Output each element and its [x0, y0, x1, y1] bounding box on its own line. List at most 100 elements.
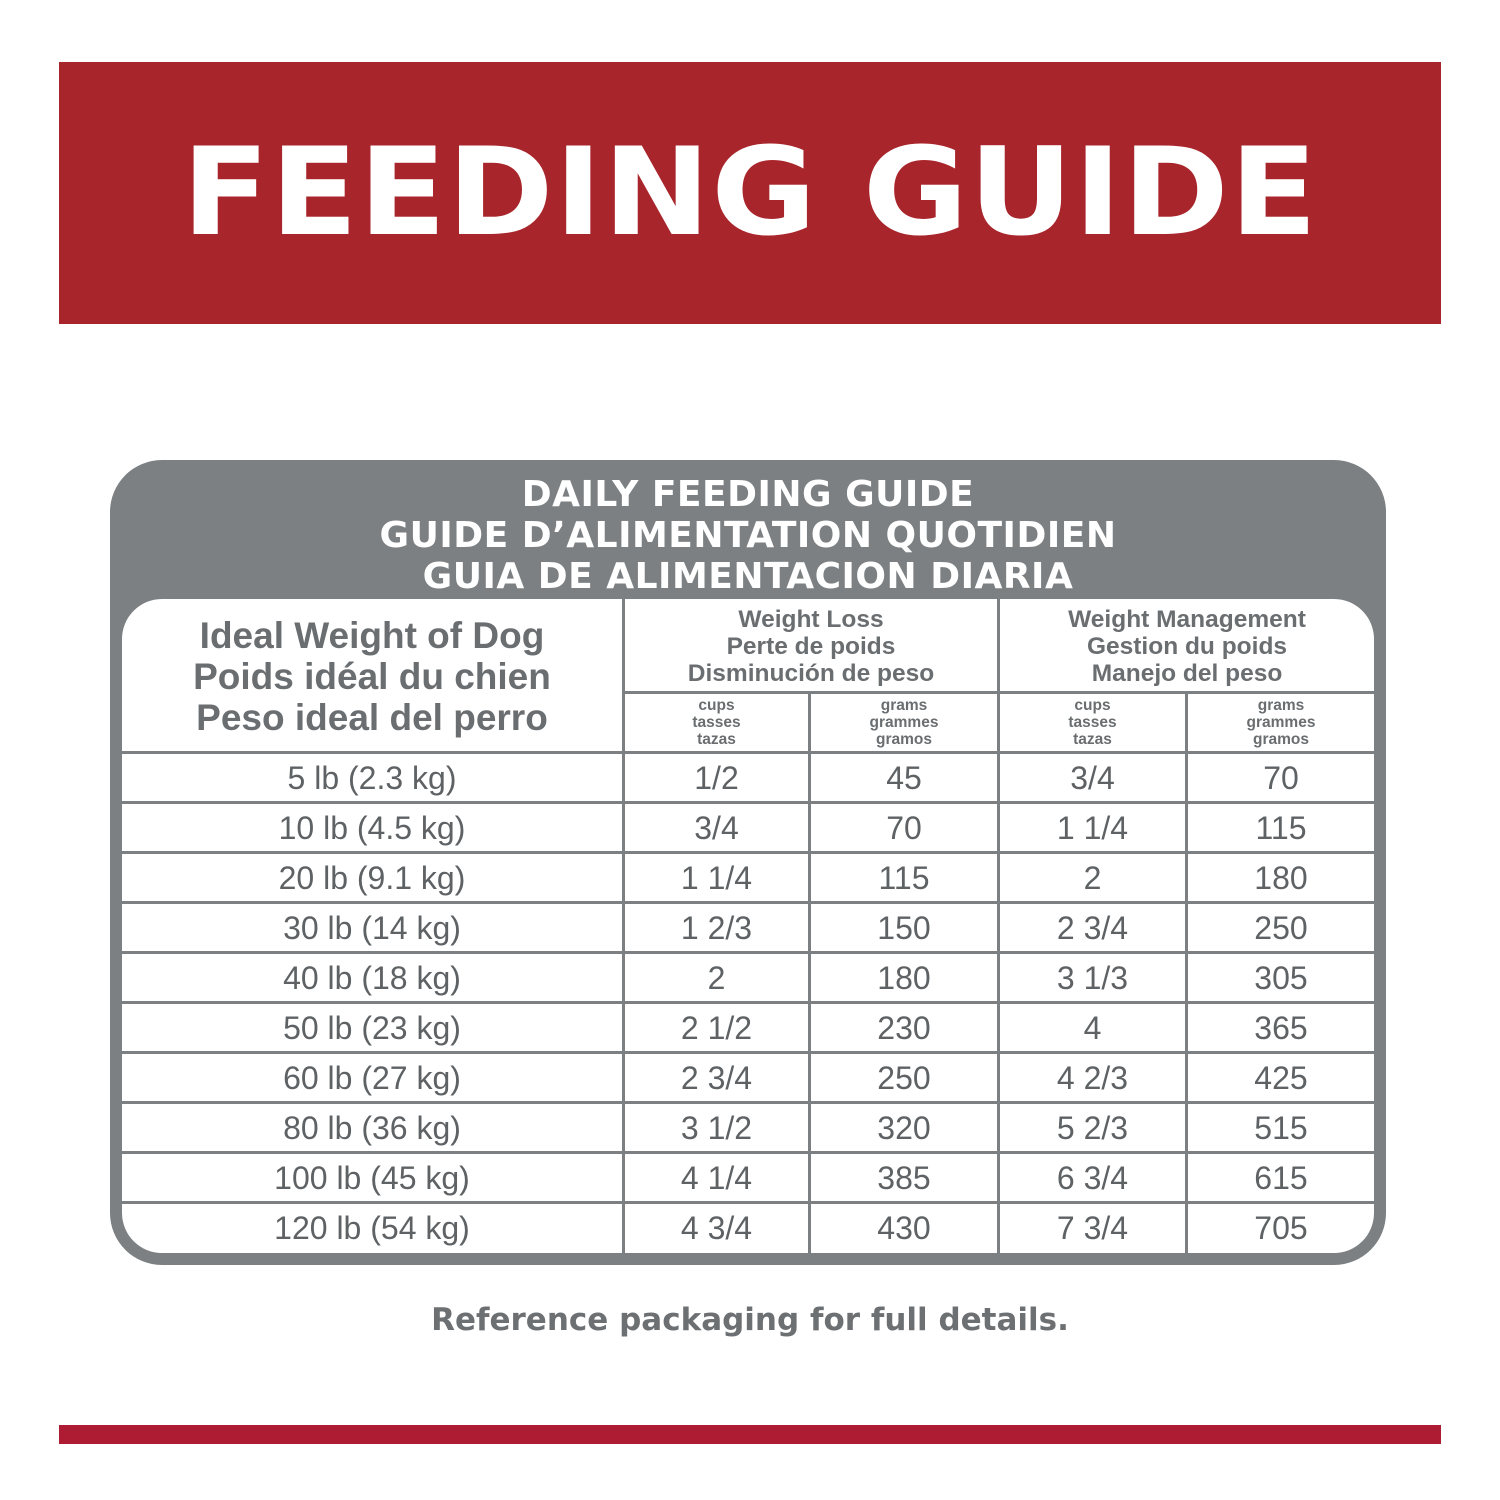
ideal-weight-cell: 50 lb (23 kg) — [283, 1009, 461, 1046]
ideal-weight-cell: 5 lb (2.3 kg) — [287, 759, 457, 796]
weight-loss-cups-cell: 1 2/3 — [680, 909, 753, 946]
weight-loss-grams-cell: 430 — [877, 1209, 931, 1246]
ideal-weight-cell: 40 lb (18 kg) — [283, 959, 461, 996]
weight-loss-grams-cell: 320 — [877, 1109, 931, 1146]
weight-loss-cups-cell: 1/2 — [694, 759, 739, 796]
unit-label: grams — [1257, 697, 1305, 714]
ideal-weight-header: Ideal Weight of Dog Poids idéal du chien… — [122, 599, 622, 751]
row-divider — [122, 1101, 1374, 1104]
banner-title: FEEDING GUIDE — [181, 121, 1319, 264]
ideal-weight-cell: 10 lb (4.5 kg) — [278, 809, 466, 846]
ideal-weight-cell: 80 lb (36 kg) — [283, 1109, 461, 1146]
daily-feeding-guide-panel: DAILY FEEDING GUIDE GUIDE D’ALIMENTATION… — [110, 460, 1386, 1265]
unit-label: tazas — [1073, 731, 1112, 748]
weight-management-grams-cell: 70 — [1263, 759, 1299, 796]
weight-loss-grams-cell: 70 — [886, 809, 922, 846]
weight-loss-grams-header: grams grammes gramos — [811, 694, 997, 751]
table-row: 30 lb (14 kg) 1 2/3 150 2 3/4 250 — [122, 904, 1374, 952]
column-divider — [997, 599, 1000, 1253]
weight-management-cups-cell: 3/4 — [1070, 759, 1115, 796]
weight-loss-cups-cell: 2 3/4 — [680, 1059, 753, 1096]
row-divider — [122, 751, 1374, 754]
weight-loss-cups-cell: 3/4 — [694, 809, 739, 846]
weight-management-cups-cell: 2 3/4 — [1056, 909, 1129, 946]
weight-management-cups-header: cups tasses tazas — [1000, 694, 1185, 751]
unit-label: gramos — [876, 731, 932, 748]
table-row: 20 lb (9.1 kg) 1 1/4 115 2 180 — [122, 854, 1374, 902]
bottom-accent-bar — [59, 1425, 1441, 1444]
ideal-weight-cell: 100 lb (45 kg) — [274, 1159, 470, 1196]
table-row: 10 lb (4.5 kg) 3/4 70 1 1/4 115 — [122, 804, 1374, 852]
weight-loss-grams-cell: 250 — [877, 1059, 931, 1096]
column-divider — [1185, 693, 1188, 1253]
column-divider — [622, 599, 625, 1253]
row-divider — [122, 1201, 1374, 1204]
weight-management-grams-cell: 365 — [1254, 1009, 1308, 1046]
weight-loss-header-fr: Perte de poids — [726, 632, 896, 660]
unit-label: tasses — [692, 714, 741, 731]
weight-loss-cups-cell: 4 3/4 — [680, 1209, 753, 1246]
weight-management-header: Weight Management Gestion du poids Manej… — [1000, 599, 1374, 693]
ideal-weight-cell: 30 lb (14 kg) — [283, 909, 461, 946]
weight-loss-grams-cell: 45 — [886, 759, 922, 796]
weight-management-cups-cell: 3 1/3 — [1056, 959, 1129, 996]
table-row: 5 lb (2.3 kg) 1/2 45 3/4 70 — [122, 754, 1374, 802]
panel-title: DAILY FEEDING GUIDE GUIDE D’ALIMENTATION… — [110, 474, 1386, 597]
panel-title-fr: GUIDE D’ALIMENTATION QUOTIDIEN — [379, 515, 1117, 556]
row-divider — [122, 801, 1374, 804]
ideal-weight-header-en: Ideal Weight of Dog — [199, 614, 545, 656]
unit-label: gramos — [1253, 731, 1309, 748]
feeding-table: Ideal Weight of Dog Poids idéal du chien… — [122, 599, 1374, 1253]
weight-loss-grams-cell: 115 — [878, 859, 930, 896]
unit-label: grammes — [869, 714, 939, 731]
weight-management-cups-cell: 4 2/3 — [1056, 1059, 1129, 1096]
weight-management-grams-cell: 425 — [1254, 1059, 1308, 1096]
unit-label: cups — [698, 697, 735, 714]
weight-loss-grams-cell: 230 — [877, 1009, 931, 1046]
weight-management-cups-cell: 5 2/3 — [1056, 1109, 1129, 1146]
ideal-weight-header-es: Peso ideal del perro — [196, 696, 548, 738]
row-divider — [122, 1001, 1374, 1004]
weight-management-grams-cell: 180 — [1254, 859, 1308, 896]
weight-loss-grams-cell: 180 — [877, 959, 931, 996]
weight-management-cups-cell: 6 3/4 — [1056, 1159, 1129, 1196]
weight-management-cups-cell: 1 1/4 — [1056, 809, 1129, 846]
table-row: 120 lb (54 kg) 4 3/4 430 7 3/4 705 — [122, 1204, 1374, 1252]
weight-management-cups-cell: 2 — [1083, 859, 1102, 896]
weight-loss-cups-cell: 4 1/4 — [680, 1159, 753, 1196]
weight-management-cups-cell: 4 — [1083, 1009, 1102, 1046]
unit-label: cups — [1074, 697, 1111, 714]
weight-management-grams-cell: 250 — [1254, 909, 1308, 946]
table-row: 50 lb (23 kg) 2 1/2 230 4 365 — [122, 1004, 1374, 1052]
weight-management-grams-cell: 115 — [1255, 809, 1307, 846]
weight-management-grams-cell: 305 — [1254, 959, 1308, 996]
ideal-weight-cell: 120 lb (54 kg) — [274, 1209, 470, 1246]
panel-title-es: GUIA DE ALIMENTACION DIARIA — [422, 556, 1074, 597]
weight-loss-cups-cell: 2 1/2 — [680, 1009, 753, 1046]
weight-loss-header-en: Weight Loss — [738, 605, 884, 633]
weight-management-header-fr: Gestion du poids — [1086, 632, 1288, 660]
panel-title-en: DAILY FEEDING GUIDE — [521, 474, 975, 515]
weight-management-grams-cell: 515 — [1254, 1109, 1308, 1146]
row-divider — [122, 901, 1374, 904]
weight-loss-grams-cell: 385 — [877, 1159, 931, 1196]
weight-management-grams-cell: 705 — [1254, 1209, 1308, 1246]
unit-label: tasses — [1068, 714, 1117, 731]
row-divider — [122, 951, 1374, 954]
weight-management-grams-cell: 615 — [1254, 1159, 1308, 1196]
weight-loss-header: Weight Loss Perte de poids Disminución d… — [625, 599, 997, 693]
weight-management-header-en: Weight Management — [1068, 605, 1306, 633]
weight-loss-cups-cell: 1 1/4 — [680, 859, 753, 896]
weight-loss-cups-cell: 2 — [707, 959, 726, 996]
table-row: 100 lb (45 kg) 4 1/4 385 6 3/4 615 — [122, 1154, 1374, 1202]
column-divider — [808, 693, 811, 1253]
weight-management-cups-cell: 7 3/4 — [1056, 1209, 1129, 1246]
header-divider — [622, 691, 1374, 694]
row-divider — [122, 851, 1374, 854]
table-row: 60 lb (27 kg) 2 3/4 250 4 2/3 425 — [122, 1054, 1374, 1102]
ideal-weight-cell: 20 lb (9.1 kg) — [278, 859, 466, 896]
reference-note: Reference packaging for full details. — [431, 1302, 1069, 1338]
table-row: 40 lb (18 kg) 2 180 3 1/3 305 — [122, 954, 1374, 1002]
ideal-weight-header-fr: Poids idéal du chien — [193, 655, 551, 697]
weight-loss-header-es: Disminución de peso — [687, 659, 935, 687]
